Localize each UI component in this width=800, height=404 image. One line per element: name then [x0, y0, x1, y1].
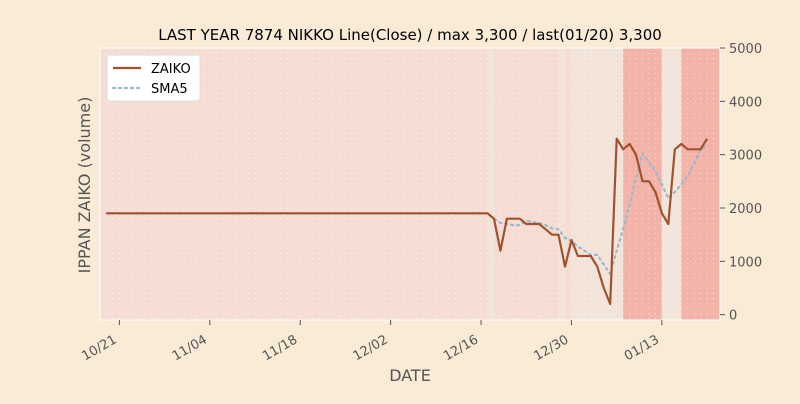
x-tick-label: 12/30 — [532, 332, 572, 364]
band-light — [558, 48, 565, 320]
x-axis-label: DATE — [389, 366, 431, 385]
y-tick-label: 5000 — [729, 42, 762, 57]
x-tick-label: 11/18 — [260, 332, 300, 364]
legend: ZAIKO SMA5 — [106, 54, 201, 102]
x-axis: 10/21 11/04 11/18 12/02 12/16 12/30 01/13 — [79, 320, 663, 364]
legend-box — [106, 54, 201, 102]
band-mid — [565, 48, 572, 320]
series-line-zaiko — [106, 137, 709, 306]
y-axis-label: IPPAN ZAIKO (volume) — [75, 97, 94, 274]
series-lines — [105, 137, 709, 306]
plot-frame — [99, 47, 721, 321]
x-tick-label: 11/04 — [170, 332, 210, 364]
x-tick-label: 12/16 — [441, 332, 481, 364]
y-tick-label: 4000 — [729, 95, 762, 110]
chart-title: LAST YEAR 7874 NIKKO Line(Close) / max 3… — [158, 26, 662, 44]
y-tick-label: 2000 — [729, 202, 762, 217]
legend-label-zaiko: ZAIKO — [151, 62, 191, 77]
y-tick-label: 3000 — [729, 149, 762, 164]
y-tick-label: 1000 — [729, 255, 762, 270]
x-tick-label: 01/13 — [622, 332, 662, 364]
x-tick-label: 10/21 — [79, 332, 119, 364]
x-tick-label: 12/02 — [351, 332, 391, 364]
y-tick-label: 0 — [729, 309, 737, 324]
y-axis: 0 1000 2000 3000 4000 5000 — [720, 42, 762, 324]
series-line-sma5 — [105, 145, 709, 276]
band-light — [487, 48, 494, 320]
legend-label-sma5: SMA5 — [151, 82, 188, 97]
